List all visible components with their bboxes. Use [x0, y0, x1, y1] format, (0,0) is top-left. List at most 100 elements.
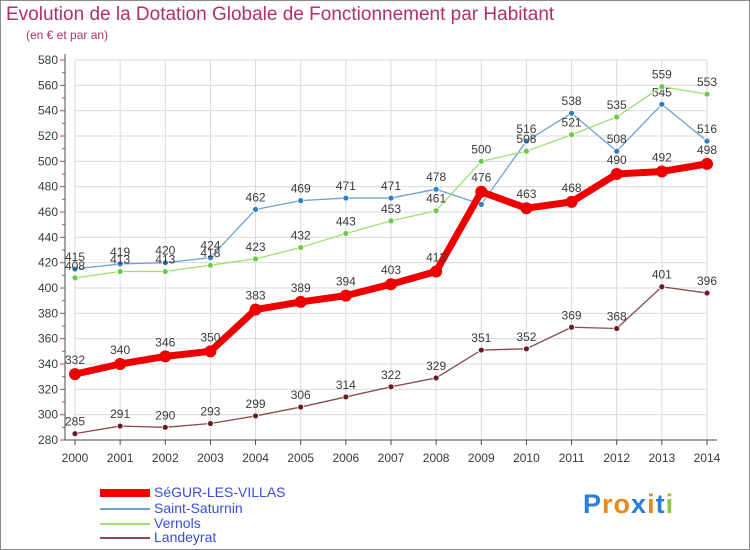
series-point — [297, 244, 305, 251]
series-point — [252, 206, 259, 213]
series-point — [568, 131, 575, 139]
x-tick-label: 2000 — [62, 451, 89, 465]
series-point — [477, 200, 485, 208]
series-point — [432, 374, 440, 382]
y-tick-label: 580 — [38, 53, 58, 67]
x-tick-label: 2004 — [242, 451, 269, 465]
data-label: 290 — [155, 408, 175, 422]
data-label: 538 — [562, 94, 582, 108]
data-label: 461 — [426, 192, 446, 206]
series-point — [613, 147, 621, 155]
series-point — [159, 350, 172, 363]
series-point — [339, 289, 352, 302]
series-point — [161, 423, 169, 431]
x-tick-label: 2005 — [287, 451, 314, 465]
data-label: 346 — [155, 335, 175, 349]
data-label: 415 — [65, 250, 85, 264]
y-tick-label: 460 — [38, 205, 58, 219]
data-label: 535 — [607, 98, 627, 112]
series-point — [703, 137, 711, 145]
data-label: 508 — [516, 132, 536, 146]
data-label: 559 — [652, 68, 672, 82]
y-tick-label: 280 — [38, 433, 58, 447]
series-point — [294, 295, 307, 308]
y-tick-label: 400 — [38, 281, 58, 295]
series-point — [520, 202, 533, 215]
series-point — [658, 83, 666, 90]
y-tick-label: 440 — [38, 230, 58, 244]
y-tick-label: 420 — [38, 256, 58, 270]
data-label: 369 — [562, 308, 582, 322]
data-label: 516 — [697, 122, 717, 136]
data-label: 340 — [110, 343, 130, 357]
series-point — [204, 345, 217, 358]
series-point — [703, 289, 711, 297]
series-point — [385, 278, 397, 291]
data-label: 352 — [516, 330, 536, 344]
logo-letter: r — [602, 489, 614, 519]
legend-item-segur: SéGUR-LES-VILLAS — [100, 484, 286, 500]
series-point — [613, 325, 621, 332]
series-point — [114, 358, 127, 370]
x-tick-label: 2006 — [333, 451, 360, 465]
legend-swatch-saint-saturnin — [100, 508, 150, 511]
chart-subtitle: (en € et par an) — [26, 28, 109, 42]
series-point — [475, 185, 488, 198]
series-point — [297, 403, 305, 411]
data-label: 462 — [246, 190, 266, 204]
series-point — [387, 217, 395, 225]
data-label: 322 — [381, 368, 401, 382]
x-tick-label: 2001 — [107, 451, 134, 465]
series-point — [161, 259, 169, 267]
series-point — [523, 147, 530, 155]
y-tick-label: 500 — [38, 154, 58, 168]
logo-letter: t — [655, 489, 666, 519]
data-label: 423 — [246, 240, 266, 254]
series-point — [568, 323, 575, 331]
series-point — [477, 157, 485, 165]
series-point — [342, 393, 350, 401]
data-label: 329 — [426, 359, 446, 373]
x-tick-label: 2014 — [694, 451, 721, 465]
y-tick-label: 560 — [38, 78, 58, 92]
series-point — [207, 254, 214, 262]
data-label: 419 — [110, 245, 130, 259]
data-label: 420 — [155, 244, 175, 258]
data-label: 401 — [652, 268, 672, 282]
series-point — [116, 268, 124, 275]
legend-item-saint-saturnin: Saint-Saturnin — [100, 500, 243, 516]
series-point — [658, 283, 666, 291]
series-point — [568, 109, 575, 117]
series-point — [703, 90, 711, 98]
logo-letter: x — [631, 489, 648, 519]
data-label: 413 — [426, 251, 446, 265]
series-point — [610, 168, 623, 180]
y-tick-label: 360 — [38, 332, 58, 346]
x-tick-label: 2008 — [423, 451, 450, 465]
data-label: 293 — [200, 405, 220, 419]
series-point — [430, 265, 443, 278]
data-label: 291 — [110, 407, 130, 421]
series-point — [523, 137, 530, 145]
series-point — [523, 345, 530, 353]
data-label: 285 — [65, 415, 85, 429]
series-point — [116, 422, 124, 430]
series-point — [71, 265, 79, 273]
series-point — [252, 255, 259, 263]
data-label: 500 — [471, 142, 491, 156]
series-point — [116, 260, 124, 268]
data-label: 351 — [471, 331, 491, 345]
series-point — [701, 157, 713, 170]
data-label: 350 — [200, 330, 220, 344]
x-tick-label: 2012 — [603, 451, 630, 465]
data-label: 394 — [336, 275, 356, 289]
x-tick-label: 2010 — [513, 451, 540, 465]
data-label: 468 — [562, 181, 582, 195]
proxiti-logo: Proxiti — [583, 489, 674, 520]
data-label: 413 — [110, 253, 130, 267]
series-point — [71, 430, 79, 438]
series-point — [658, 100, 666, 108]
data-label: 418 — [200, 246, 220, 260]
series-point — [71, 274, 79, 282]
